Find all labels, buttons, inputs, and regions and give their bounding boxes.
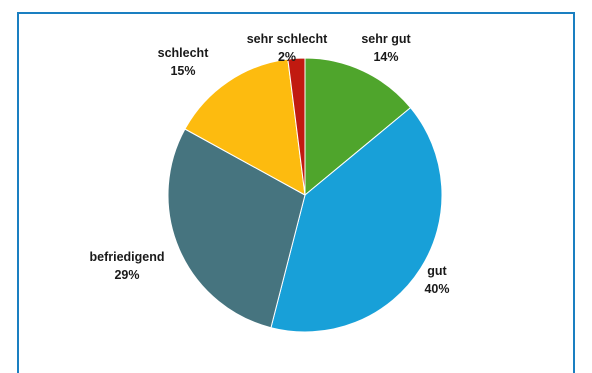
pie-slice-gut xyxy=(270,106,443,333)
label-schlecht-name: schlecht xyxy=(157,46,209,60)
pie-slice-sehr-gut xyxy=(304,57,412,197)
label-befriedigend-value: 29% xyxy=(114,268,140,282)
frame-border-top xyxy=(17,12,575,14)
pie-slices xyxy=(167,57,443,333)
label-sehr-gut: sehr gut 14% xyxy=(356,30,416,66)
label-schlecht-value: 15% xyxy=(170,64,196,78)
pie-slice-befriedigend xyxy=(167,128,306,329)
label-gut-name: gut xyxy=(427,264,447,278)
pie-slice-schlecht xyxy=(184,58,306,196)
label-sehr-schlecht-value: 2% xyxy=(277,50,297,64)
label-sehr-gut-value: 14% xyxy=(373,50,399,64)
label-sehr-schlecht-name: sehr schlecht xyxy=(246,32,328,46)
frame-border-left xyxy=(17,12,19,373)
label-befriedigend: befriedigend 29% xyxy=(77,248,177,284)
label-befriedigend-name: befriedigend xyxy=(89,250,165,264)
label-sehr-gut-name: sehr gut xyxy=(361,32,411,46)
label-gut: gut 40% xyxy=(412,262,462,298)
label-schlecht: schlecht 15% xyxy=(148,44,218,80)
label-gut-value: 40% xyxy=(424,282,450,296)
pie-slice-sehr-schlecht xyxy=(287,57,306,196)
frame-border-right xyxy=(573,12,575,373)
label-sehr-schlecht: sehr schlecht 2% xyxy=(237,30,337,66)
